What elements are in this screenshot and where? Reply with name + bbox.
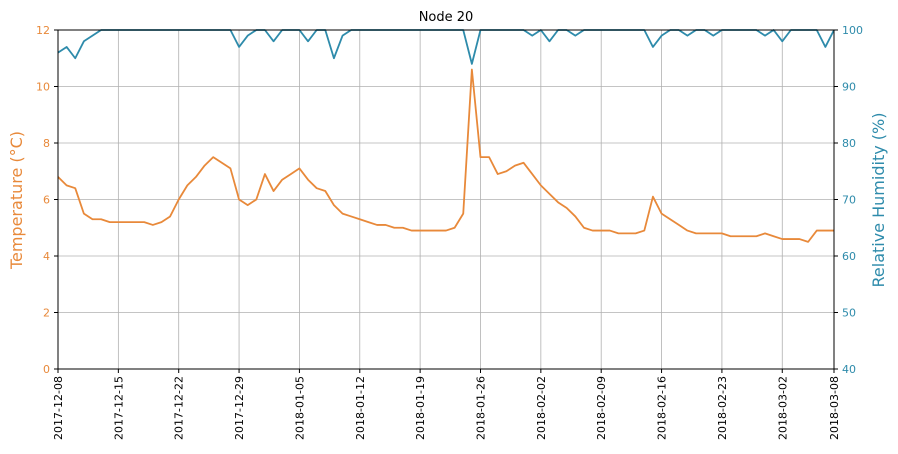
- y2-tick-label: 50: [842, 307, 856, 320]
- x-tick-label: 2018-02-16: [656, 376, 669, 440]
- y-tick-label: 8: [43, 137, 50, 150]
- x-tick-label: 2018-02-23: [716, 376, 729, 440]
- x-tick-label: 2018-01-26: [474, 376, 487, 440]
- y-tick-label: 4: [43, 250, 50, 263]
- y2-tick-label: 40: [842, 363, 856, 376]
- y-tick-label: 10: [36, 81, 50, 94]
- x-tick-label: 2018-02-09: [595, 376, 608, 440]
- x-tick-label: 2017-12-08: [52, 376, 65, 440]
- data-line: [57, 68, 834, 243]
- y-tick-label: 6: [43, 194, 50, 207]
- chart-title: Node 20: [419, 10, 474, 25]
- y-tick-label: 12: [36, 24, 50, 37]
- y2-axis-label: Relative Humidity (%): [869, 113, 888, 288]
- plot-frame: [57, 29, 835, 370]
- y-axis-label: Temperature (°C): [7, 131, 26, 270]
- x-tick-label: 2017-12-15: [112, 376, 125, 440]
- y2-tick-label: 90: [842, 81, 856, 94]
- x-tick-label: 2017-12-29: [233, 376, 246, 440]
- x-tick-label: 2018-03-08: [828, 376, 841, 440]
- y-tick-label: 2: [43, 307, 50, 320]
- x-tick-label: 2018-01-19: [414, 376, 427, 440]
- y2-tick-label: 80: [842, 137, 856, 150]
- y2-tick-label: 60: [842, 250, 856, 263]
- data-line: [57, 29, 835, 65]
- x-tick-label: 2017-12-22: [173, 376, 186, 440]
- x-tick-label: 2018-02-02: [535, 376, 548, 440]
- y2-tick-label: 70: [842, 194, 856, 207]
- y-tick-label: 0: [43, 363, 50, 376]
- x-tick-label: 2018-01-05: [293, 376, 306, 440]
- y2-tick-label: 100: [842, 24, 863, 37]
- x-tick-label: 2018-03-02: [776, 376, 789, 440]
- x-tick-label: 2018-01-12: [354, 376, 367, 440]
